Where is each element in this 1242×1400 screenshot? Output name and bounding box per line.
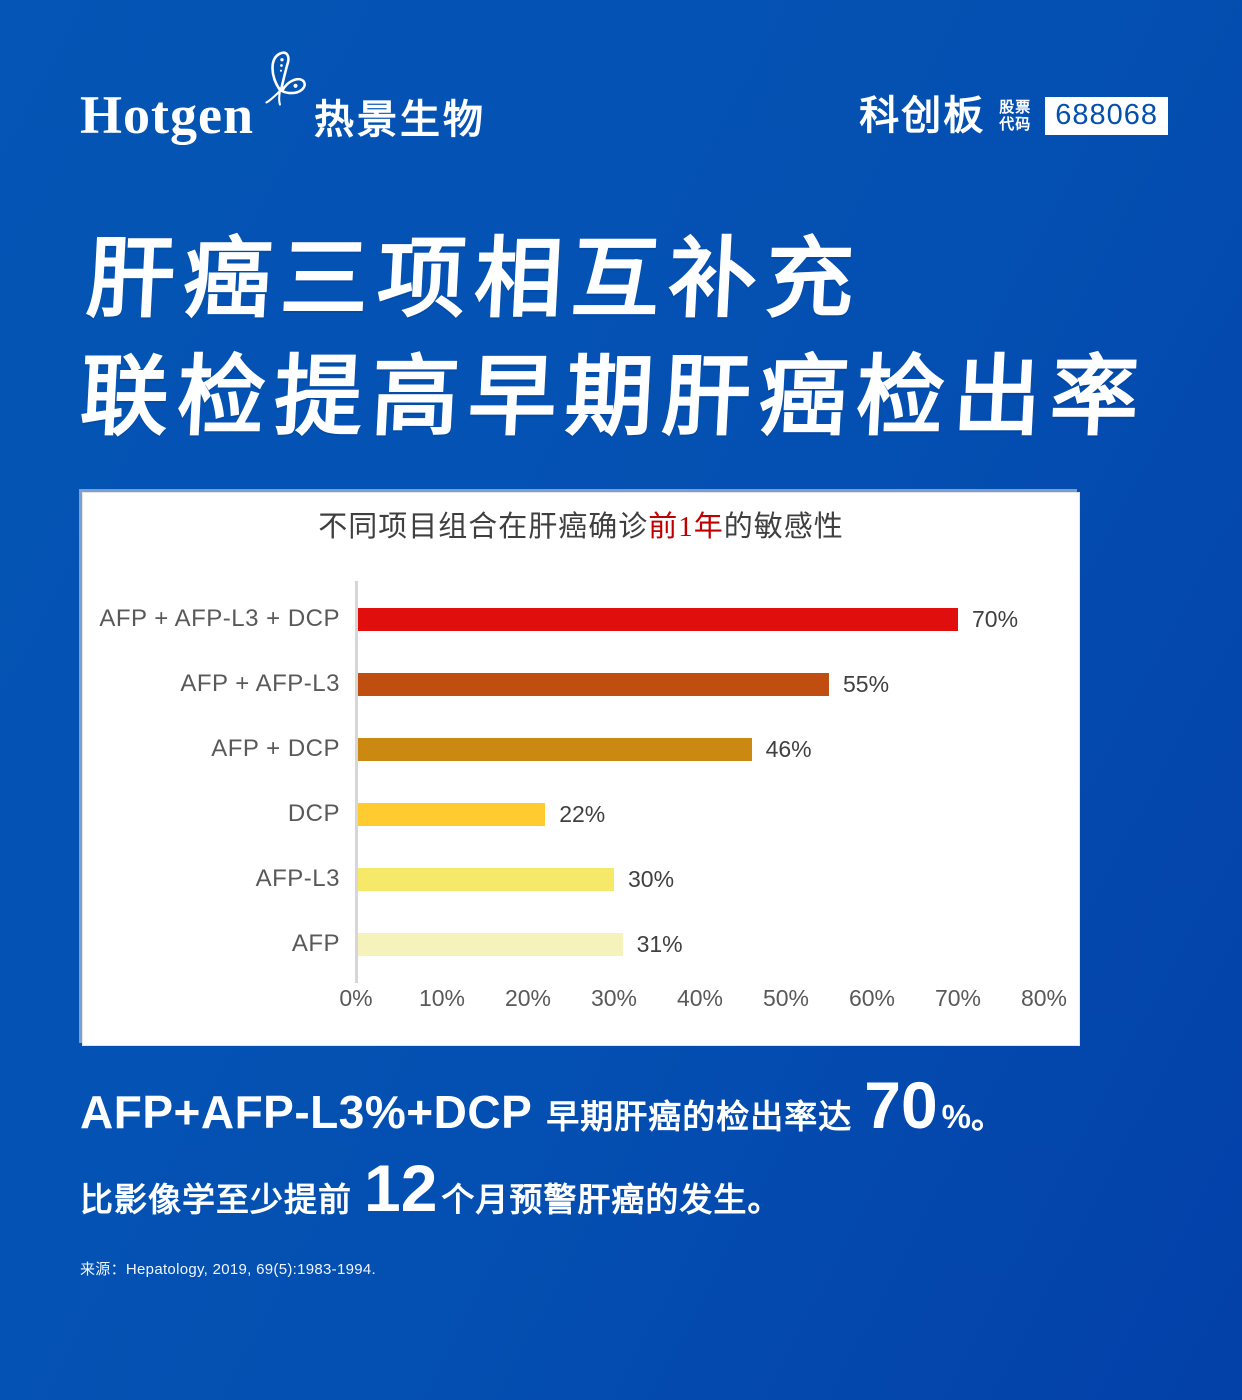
chart-row: AFP + AFP-L3 + DCP 70% xyxy=(83,587,1079,652)
brand-logo: Hotgen 热景生物 xyxy=(80,51,486,145)
callout-line1-tail: %。 xyxy=(941,1098,1005,1135)
chart-row: DCP 22% xyxy=(83,782,1079,847)
hero-title: 肝癌三项相互补充 联检提高早期肝癌检出率 xyxy=(77,229,1156,447)
bar-value-label: 30% xyxy=(628,865,675,892)
header: Hotgen 热景生物 科创板 股票 代码 688068 xyxy=(80,50,1168,142)
chart-row: AFP-L3 30% xyxy=(83,847,1079,912)
bar-track: 22% xyxy=(356,782,1044,847)
chart-row: AFP + DCP 46% xyxy=(83,717,1079,782)
bar-category-label: AFP + AFP-L3 xyxy=(180,670,340,698)
source-label: 来源： xyxy=(80,1261,126,1278)
bar-category-label: AFP + AFP-L3 + DCP xyxy=(99,605,340,633)
chart-panel: 不同项目组合在肝癌确诊前1年的敏感性 AFP + AFP-L3 + DCP 70%… xyxy=(82,492,1080,1046)
x-axis-tick-label: 70% xyxy=(934,984,982,1011)
chart-row: AFP + AFP-L3 55% xyxy=(83,652,1079,717)
bar-value-label: 70% xyxy=(972,605,1019,632)
source-text: Hepatology, 2019, 69(5):1983-1994. xyxy=(125,1261,377,1278)
stock-code-caption: 股票 代码 xyxy=(999,98,1032,133)
chart-title: 不同项目组合在肝癌确诊前1年的敏感性 xyxy=(83,509,1079,547)
x-axis-tick-label: 60% xyxy=(848,984,896,1011)
x-axis-tick-label: 0% xyxy=(339,984,373,1011)
x-axis-tick-label: 30% xyxy=(590,984,638,1011)
stock-info: 科创板 股票 代码 688068 xyxy=(859,96,1168,136)
board-label: 科创板 xyxy=(859,94,986,138)
bar-track: 31% xyxy=(356,912,1044,977)
chart-title-suffix: 的敏感性 xyxy=(723,511,844,543)
hero-title-line1: 肝癌三项相互补充 xyxy=(84,229,866,328)
source-citation: 来源：Hepatology, 2019, 69(5):1983-1994. xyxy=(80,1258,376,1279)
x-axis-tick-label: 10% xyxy=(418,984,466,1011)
bar-value-label: 46% xyxy=(765,735,812,762)
bar xyxy=(356,932,623,956)
butterfly-icon xyxy=(265,51,306,106)
bar xyxy=(356,867,614,891)
bar-category-label: DCP xyxy=(287,800,340,828)
y-axis-line xyxy=(355,580,358,983)
callout: AFP+AFP-L3%+DCP 早期肝癌的检出率达 70 %。 比影像学至少提前… xyxy=(80,1072,1190,1221)
chart-plot-area: AFP + AFP-L3 + DCP 70% AFP + AFP-L3 55% AFP … xyxy=(83,580,1079,983)
callout-line1-text: 早期肝癌的检出率达 xyxy=(546,1098,853,1135)
callout-line2-pre: 比影像学至少提前 xyxy=(80,1181,352,1218)
bar-track: 70% xyxy=(356,587,1044,652)
x-axis: 0% 10% 20% 30% 40% 50% 60% 70% 80% xyxy=(339,984,1067,1017)
chart-row: AFP 31% xyxy=(83,912,1079,977)
callout-markers: AFP+AFP-L3%+DCP xyxy=(80,1086,533,1138)
x-axis-tick-label: 80% xyxy=(1020,984,1068,1011)
chart-title-prefix: 不同项目组合在肝癌确诊 xyxy=(318,511,649,543)
bar-track: 55% xyxy=(356,652,1044,717)
bar-category-label: AFP-L3 xyxy=(255,865,340,893)
callout-line2-post: 个月预警肝癌的发生。 xyxy=(441,1181,782,1218)
bar-category-label: AFP + DCP xyxy=(211,735,340,763)
bar-chart: AFP + AFP-L3 + DCP 70% AFP + AFP-L3 55% AFP … xyxy=(83,580,1079,1017)
brand-name-cn: 热景生物 xyxy=(314,98,486,142)
x-axis-tick-label: 40% xyxy=(676,984,724,1011)
bar xyxy=(356,737,752,761)
chart-title-highlight: 前1年 xyxy=(648,511,724,543)
stock-code-badge: 688068 xyxy=(1045,97,1168,135)
bar-value-label: 31% xyxy=(636,930,683,957)
callout-line2: 比影像学至少提前 12 个月预警肝癌的发生。 xyxy=(80,1155,1190,1221)
hero-title-line2: 联检提高早期肝癌检出率 xyxy=(77,347,1151,447)
callout-months: 12 xyxy=(364,1151,438,1225)
bar-track: 30% xyxy=(356,847,1044,912)
bar-category-label: AFP xyxy=(291,930,340,958)
bar-value-label: 55% xyxy=(843,670,890,697)
callout-line1: AFP+AFP-L3%+DCP 早期肝癌的检出率达 70 %。 xyxy=(80,1072,1190,1139)
bar xyxy=(356,607,958,631)
bar xyxy=(356,672,829,696)
bar-track: 46% xyxy=(356,717,1044,782)
x-axis-tick-label: 50% xyxy=(762,984,810,1011)
x-axis-tick-label: 20% xyxy=(504,984,552,1011)
bar xyxy=(356,802,546,826)
bar-value-label: 22% xyxy=(559,800,606,827)
callout-detection-rate: 70 xyxy=(864,1068,938,1142)
brand-name-en: Hotgen xyxy=(80,85,254,145)
